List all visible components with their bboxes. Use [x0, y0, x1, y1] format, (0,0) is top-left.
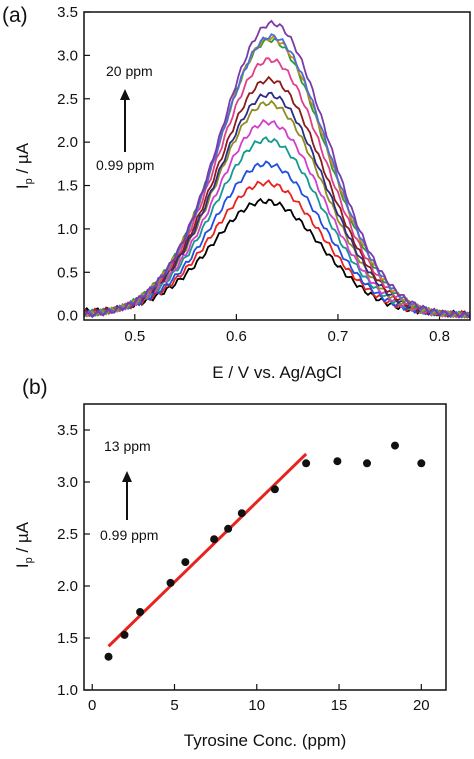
- panel-a-ytick-label: 0.0: [57, 308, 78, 325]
- panel-b-xtick-label: 0: [88, 697, 96, 714]
- panel-b-xtick-label: 10: [248, 697, 265, 714]
- panel-b-marks: [104, 441, 426, 661]
- panel-a-ytick-label: 0.5: [57, 264, 78, 281]
- panel-a-series-curve: [83, 19, 471, 319]
- panel-b-data-point: [120, 630, 129, 639]
- panel-b-data-point: [417, 459, 426, 468]
- panel-a-ticks: 0.5 0.6 0.7 0.8 0.0 0.5 1.0 1.5 2.0 2.5 3.0 3.5: [57, 4, 450, 345]
- panel-b-ticks: 0 5 10 15 20 1.0 1.5 2.0 2.5 3.0 3.5: [57, 422, 430, 714]
- panel-a-xtick-label: 0.6: [226, 328, 247, 345]
- panel-a-label: (a): [2, 4, 28, 27]
- panel-a-ytick-label: 3.5: [57, 4, 78, 21]
- panel-a-xtick-label: 0.5: [124, 328, 145, 345]
- panel-b-data-point: [390, 441, 399, 450]
- panel-b-plot-frame: [83, 403, 447, 691]
- panel-b-data-point: [363, 459, 372, 468]
- panel-b-ytick-label: 2.5: [57, 526, 78, 543]
- panel-b-ytick-label: 3.5: [57, 422, 78, 439]
- panel-b-data-point: [302, 459, 311, 468]
- panel-a-xlabel: E / V vs. Ag/AgCl: [212, 363, 341, 382]
- panel-a-annotation-top: 20 ppm: [106, 63, 153, 79]
- panel-a-series-curve: [83, 99, 471, 319]
- panel-b-data-point: [181, 558, 190, 567]
- panel-a-plot-frame: [83, 11, 471, 321]
- panel-b-ytick-label: 2.0: [57, 578, 78, 595]
- panel-b-data-point: [270, 485, 279, 494]
- panel-b-data-point: [210, 535, 219, 544]
- panel-b-xtick-label: 15: [331, 697, 348, 714]
- panel-b-ytick-label: 1.5: [57, 630, 78, 647]
- panel-a-ytick-label: 1.5: [57, 178, 78, 195]
- panel-a-xtick-label: 0.7: [328, 328, 349, 345]
- panel-b-ytick-label: 1.0: [57, 682, 78, 699]
- panel-a-annotation-bottom: 0.99 ppm: [96, 157, 154, 173]
- panel-b-label: (b): [22, 376, 48, 399]
- panel-a-series-curve: [83, 36, 471, 319]
- panel-a-ylabel: Ip / µA: [13, 142, 35, 189]
- panel-a-arrow-head: [120, 89, 130, 100]
- panel-b-fit-line: [107, 452, 308, 648]
- panel-b-data-point: [333, 457, 342, 466]
- panel-a-series-curve: [83, 57, 471, 319]
- panel-b-xlabel: Tyrosine Conc. (ppm): [184, 731, 347, 750]
- panel-b-annotation-top: 13 ppm: [104, 438, 151, 454]
- panel-b-annotation-bottom: 0.99 ppm: [100, 527, 158, 543]
- panel-a-ytick-label: 2.0: [57, 134, 78, 151]
- panel-a-ytick-label: 2.5: [57, 91, 78, 108]
- panel-b-data-point: [224, 524, 233, 533]
- panel-b-data-point: [136, 608, 145, 616]
- panel-b: (b) 0 5 10 15 20 1.0 1.5 2.0 2.5 3.0 3.5 Tyrosine …: [13, 376, 447, 750]
- panel-a-series-curve: [83, 160, 471, 318]
- panel-b-xtick-label: 20: [413, 697, 430, 714]
- panel-a-curves: [83, 19, 471, 319]
- panel-b-ylabel: Ip / µA: [13, 521, 35, 568]
- panel-b-data-point: [104, 652, 113, 661]
- panel-b-arrow-head: [122, 471, 132, 482]
- panel-a-xtick-label: 0.8: [429, 328, 450, 345]
- panel-a: (a) 0.5 0.6 0.7 0.8 0.0 0.5 1.0 1.5 2.0 2.5 3.0 3.5…: [2, 4, 471, 382]
- panel-b-xtick-label: 5: [170, 697, 178, 714]
- panel-b-ytick-label: 3.0: [57, 474, 78, 491]
- panel-a-series-curve: [83, 118, 471, 319]
- panel-a-ytick-label: 3.0: [57, 47, 78, 64]
- panel-a-ytick-label: 1.0: [57, 221, 78, 238]
- panel-b-data-point: [237, 509, 246, 518]
- panel-b-data-point: [166, 578, 175, 587]
- panel-a-series-curve: [83, 75, 471, 319]
